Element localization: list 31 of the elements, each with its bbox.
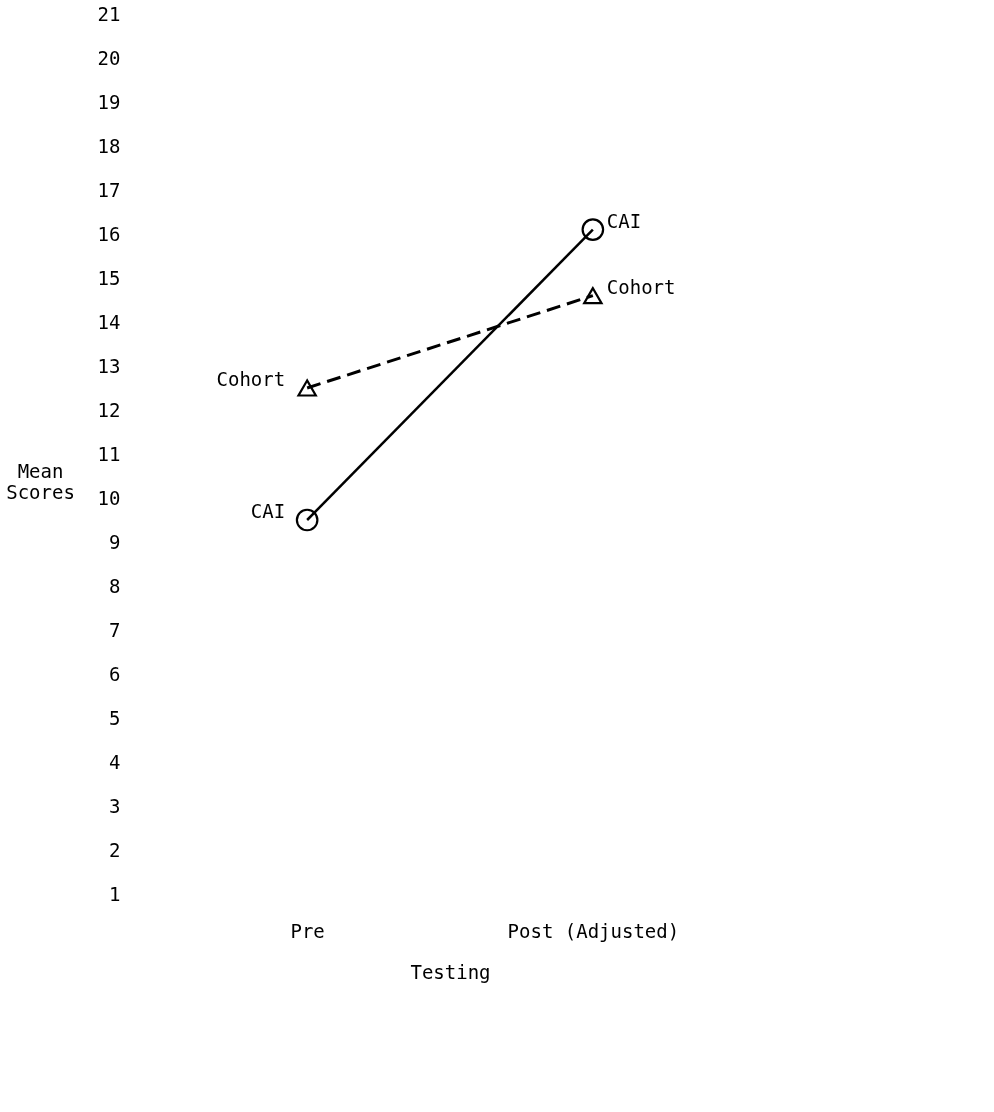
text: CAI <box>250 500 286 522</box>
y-tick-label: 20 <box>97 46 121 69</box>
y-tick-label: 5 <box>109 706 121 729</box>
y-tick-label: 3 <box>109 794 121 817</box>
y-tick-label: 12 <box>97 398 121 421</box>
y-tick-label: 16 <box>97 222 121 245</box>
y-tick-label: 15 <box>97 266 121 289</box>
y-axis-title: Mean Scores <box>6 460 75 504</box>
y-tick-label: 7 <box>109 618 121 641</box>
y-tick-label: 14 <box>97 310 121 333</box>
y-tick-label: 19 <box>97 90 121 113</box>
x-axis-title: Testing <box>410 960 491 983</box>
y-tick-label: 21 <box>97 2 121 25</box>
y-tick-label: 17 <box>97 178 121 201</box>
y-tick-label: 2 <box>109 838 121 861</box>
y-tick-label: 6 <box>109 662 121 685</box>
y-tick-label: 9 <box>109 530 121 553</box>
x-tick-label: Pre <box>290 919 325 942</box>
y-tick-label: 1 <box>109 882 121 905</box>
point <box>295 508 319 532</box>
x-tick-label: Post (Adjusted) <box>507 919 680 942</box>
point <box>581 218 605 241</box>
y-tick-label: 10 <box>97 486 121 509</box>
y-tick-label: 4 <box>109 750 121 773</box>
y-tick-label: 18 <box>97 134 121 157</box>
text: Cohort <box>216 368 286 390</box>
y-tick-label: 8 <box>109 574 121 597</box>
series-label: Cohort <box>606 275 676 298</box>
series-label: CAI <box>606 209 642 232</box>
y-tick-label: 13 <box>97 354 121 377</box>
y-tick-label: 11 <box>97 442 121 465</box>
